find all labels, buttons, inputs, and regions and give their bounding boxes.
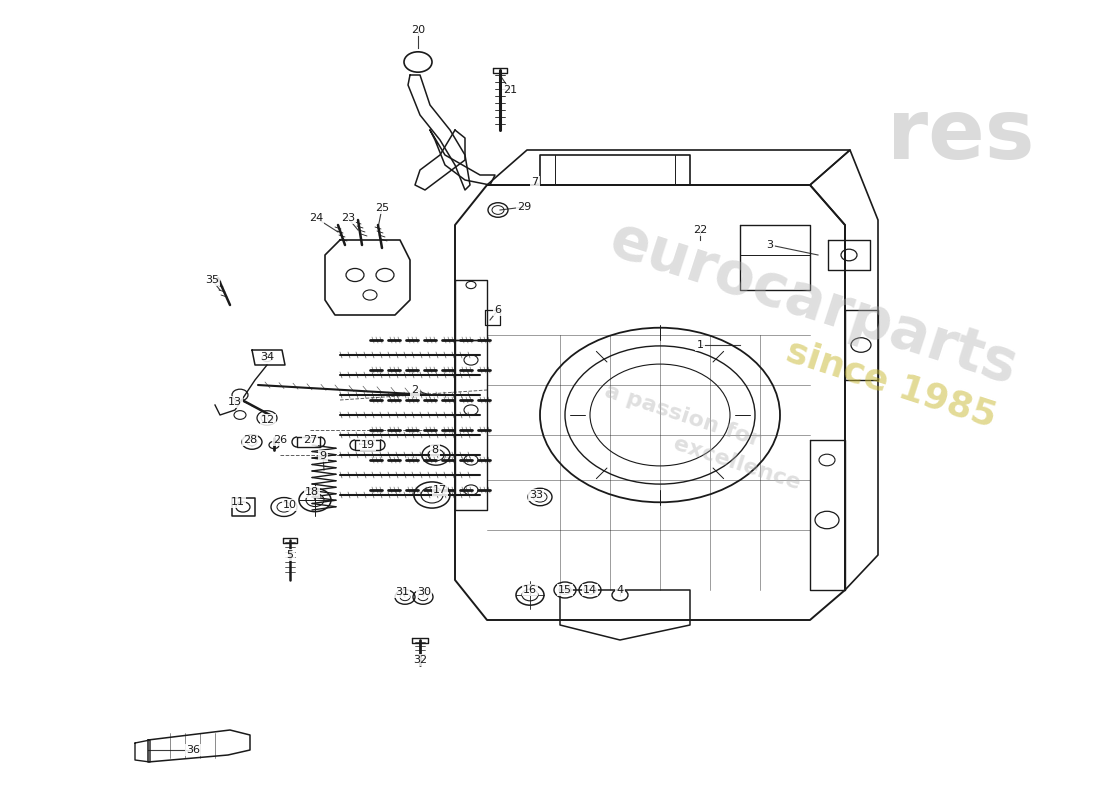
Text: 4: 4: [616, 585, 624, 595]
Text: 20: 20: [411, 25, 425, 35]
Text: 28: 28: [243, 435, 257, 445]
Text: 5: 5: [286, 550, 294, 560]
Text: 32: 32: [412, 655, 427, 665]
Text: 3: 3: [767, 240, 773, 250]
Text: 19: 19: [361, 440, 375, 450]
Text: 16: 16: [522, 585, 537, 595]
Text: 34: 34: [260, 352, 274, 362]
Text: eurocarparts: eurocarparts: [603, 211, 1025, 397]
Text: res: res: [887, 95, 1034, 177]
Text: 17: 17: [433, 485, 447, 495]
Text: 27: 27: [302, 435, 317, 445]
Text: since 1985: since 1985: [782, 334, 1000, 434]
Text: 23: 23: [341, 213, 355, 223]
Text: 24: 24: [309, 213, 323, 223]
Text: 15: 15: [558, 585, 572, 595]
Text: 30: 30: [417, 587, 431, 597]
Text: 35: 35: [205, 275, 219, 285]
Text: a passion for: a passion for: [602, 382, 762, 450]
Text: 29: 29: [517, 202, 531, 212]
Text: 13: 13: [228, 397, 242, 407]
Text: 1: 1: [696, 340, 704, 350]
Text: 22: 22: [693, 225, 707, 235]
Text: 14: 14: [583, 585, 597, 595]
Text: excellence: excellence: [671, 434, 803, 494]
Text: 33: 33: [529, 490, 543, 500]
Text: 18: 18: [305, 487, 319, 497]
Text: 11: 11: [231, 497, 245, 507]
Text: 36: 36: [186, 745, 200, 755]
Text: 8: 8: [431, 445, 439, 455]
Text: 2: 2: [411, 385, 419, 395]
Text: 6: 6: [495, 305, 502, 315]
Text: 12: 12: [261, 415, 275, 425]
Text: 9: 9: [319, 451, 327, 461]
Text: 25: 25: [375, 203, 389, 213]
Text: 10: 10: [283, 500, 297, 510]
Text: 26: 26: [273, 435, 287, 445]
Text: 21: 21: [503, 85, 517, 95]
Text: 31: 31: [395, 587, 409, 597]
Text: 7: 7: [531, 177, 539, 187]
